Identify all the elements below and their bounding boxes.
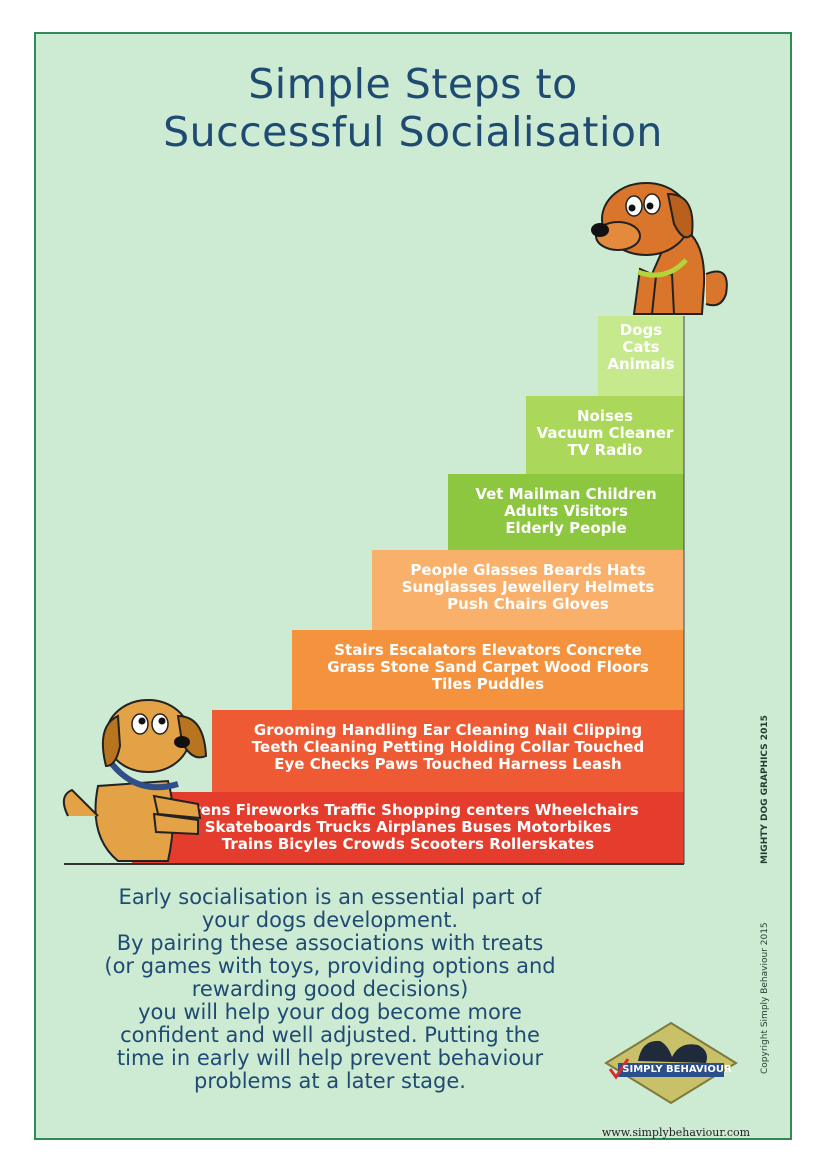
- step-2-line: Eye Checks Paws Touched Harness Leash: [274, 755, 622, 773]
- step-6-block: [526, 396, 684, 474]
- body-text-line: By pairing these associations with treat…: [116, 931, 544, 955]
- step-4-line: People Glasses Beards Hats: [410, 561, 646, 579]
- dog-top-illustration: [591, 182, 728, 315]
- body-text: Early socialisation is an essential part…: [50, 886, 610, 1093]
- step-5-line: Adults Visitors: [504, 502, 628, 520]
- step-4-line: Push Chairs Gloves: [447, 595, 609, 613]
- step-4-line: Sunglasses Jewellery Helmets: [401, 578, 655, 596]
- step-6-line: Vacuum Cleaner: [536, 424, 674, 442]
- step-5-text: Vet Mailman Children Adults Visitors Eld…: [448, 486, 684, 537]
- step-5-block: [448, 474, 684, 550]
- body-text-line: time in early will help prevent behaviou…: [116, 1046, 544, 1070]
- body-text-line: problems at a later stage.: [194, 1069, 466, 1093]
- step-2-line: Grooming Handling Ear Cleaning Nail Clip…: [253, 721, 643, 739]
- body-text-line: confident and well adjusted. Putting the: [120, 1023, 540, 1047]
- simply-behaviour-logo: [604, 1021, 738, 1105]
- staircase: [64, 316, 685, 865]
- dog-bottom-illustration: [62, 699, 208, 862]
- step-2-line: Teeth Cleaning Petting Holding Collar To…: [251, 738, 645, 756]
- step-3-line: Grass Stone Sand Carpet Wood Floors: [327, 658, 649, 676]
- body-text-line: (or games with toys, providing options a…: [104, 954, 556, 978]
- step-7-line: Animals: [607, 355, 675, 373]
- step-3-block: [292, 630, 684, 710]
- body-text-line: you will help your dog become more: [138, 1000, 522, 1024]
- step-5-line: Vet Mailman Children: [475, 485, 657, 503]
- step-7-line: Cats: [622, 338, 660, 356]
- title-line-1: Simple Steps to: [248, 60, 578, 108]
- logo-text: SIMPLY BEHAVIOUR: [622, 1064, 732, 1075]
- step-2-block: [212, 710, 684, 792]
- step-1-text: Sirens Fireworks Traffic Shopping center…: [132, 802, 684, 853]
- step-7-block: [598, 316, 684, 396]
- poster: Simple Steps to Successful Socialisation…: [34, 32, 792, 1140]
- step-3-text: Stairs Escalators Elevators Concrete Gra…: [292, 642, 684, 693]
- step-1-block: [132, 792, 684, 864]
- body-text-line: rewarding good decisions): [191, 977, 469, 1001]
- step-5-line: Elderly People: [505, 519, 627, 537]
- step-1-line: Skateboards Trucks Airplanes Buses Motor…: [204, 818, 612, 836]
- step-7-line: Dogs: [619, 321, 663, 339]
- illustrator-credit: MIGHTY DOG GRAPHICS 2015: [760, 715, 770, 864]
- step-6-text: Noises Vacuum Cleaner TV Radio: [526, 408, 684, 459]
- step-3-line: Stairs Escalators Elevators Concrete: [334, 641, 642, 659]
- title-line-2: Successful Socialisation: [163, 108, 663, 156]
- copyright-text: Copyright Simply Behaviour 2015: [760, 922, 770, 1074]
- website-link[interactable]: www.simplybehaviour.com: [601, 1126, 751, 1139]
- step-6-line: TV Radio: [567, 441, 643, 459]
- body-text-line: Early socialisation is an essential part…: [118, 885, 542, 909]
- step-1-line: Trains Bicyles Crowds Scooters Rollerska…: [221, 835, 595, 853]
- step-2-text: Grooming Handling Ear Cleaning Nail Clip…: [212, 722, 684, 773]
- step-1-line: Sirens Fireworks Traffic Shopping center…: [177, 801, 639, 819]
- step-6-line: Noises: [576, 407, 634, 425]
- step-7-text: Dogs Cats Animals: [598, 322, 684, 373]
- step-4-block: [372, 550, 684, 630]
- step-4-text: People Glasses Beards Hats Sunglasses Je…: [372, 562, 684, 613]
- body-text-line: your dogs development.: [201, 908, 459, 932]
- step-3-line: Tiles Puddles: [431, 675, 545, 693]
